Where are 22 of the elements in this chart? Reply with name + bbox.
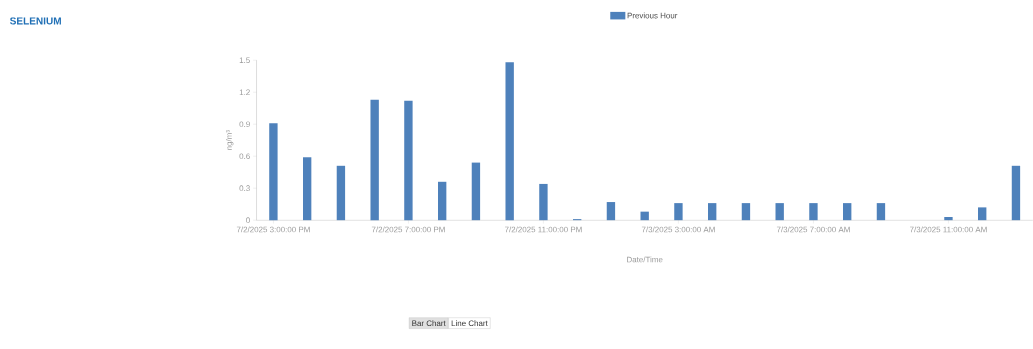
bar	[876, 203, 886, 221]
bar	[302, 157, 312, 221]
bar	[437, 181, 447, 221]
bar	[978, 207, 987, 221]
text: SELENIUM	[9, 17, 61, 25]
bar	[640, 211, 649, 221]
bar	[775, 203, 784, 221]
bar	[674, 203, 683, 221]
bar	[404, 100, 413, 221]
bar	[539, 183, 548, 221]
bar	[471, 162, 481, 221]
bar	[1011, 165, 1021, 221]
bar	[370, 99, 379, 221]
bar	[741, 203, 751, 221]
bar	[606, 201, 616, 221]
bar	[809, 203, 818, 221]
bar	[843, 203, 852, 221]
bar	[505, 62, 514, 221]
bar	[944, 216, 953, 221]
bar	[708, 203, 717, 221]
bar	[336, 165, 346, 221]
bar	[269, 123, 278, 221]
